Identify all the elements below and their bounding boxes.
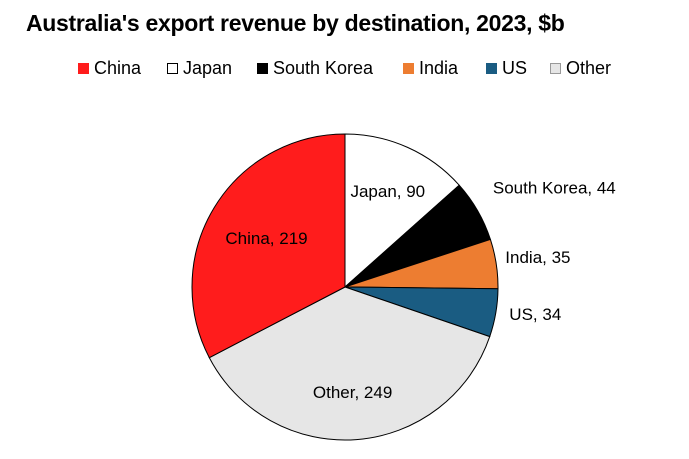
legend-item-other: Other [550,58,611,79]
legend-item-india: India [403,58,458,79]
legend-item-south-korea: South Korea [257,58,373,79]
pie-labels: Japan, 90 South Korea, 44 India, 35 US, 34 O… [225,179,615,403]
legend-swatch-japan [167,63,178,74]
legend-label-india: India [419,58,459,78]
chart-title: Australia's export revenue by destinatio… [26,10,565,36]
pie-label-japan: Japan, 90 [350,182,425,201]
legend: China Japan South Korea India US Other [0,58,689,84]
pie-label-south-korea: South Korea, 44 [493,179,616,198]
pie-label-us: US, 34 [509,305,561,324]
legend-label-other: Other [566,58,612,78]
legend-swatch-other [550,63,561,74]
legend-label-us: US [502,58,528,78]
legend-swatch-china [78,63,89,74]
pie-label-india: India, 35 [505,248,570,267]
pie-label-china: China, 219 [225,229,307,248]
pie-slices [191,133,499,441]
legend-label-japan: Japan [183,58,233,78]
legend-item-us: US [486,58,527,79]
pie-label-other: Other, 249 [313,383,392,402]
pie-slice-china [191,133,346,359]
legend-item-china: China [78,58,141,79]
legend-label-china: China [94,58,142,78]
pie-slice-other [208,286,491,441]
legend-swatch-india [403,63,414,74]
legend-item-japan: Japan [167,58,232,79]
pie-slice-japan [344,133,460,289]
legend-swatch-us [486,63,497,74]
legend-swatch-south-korea [257,63,268,74]
legend-label-south-korea: South Korea [273,58,374,78]
